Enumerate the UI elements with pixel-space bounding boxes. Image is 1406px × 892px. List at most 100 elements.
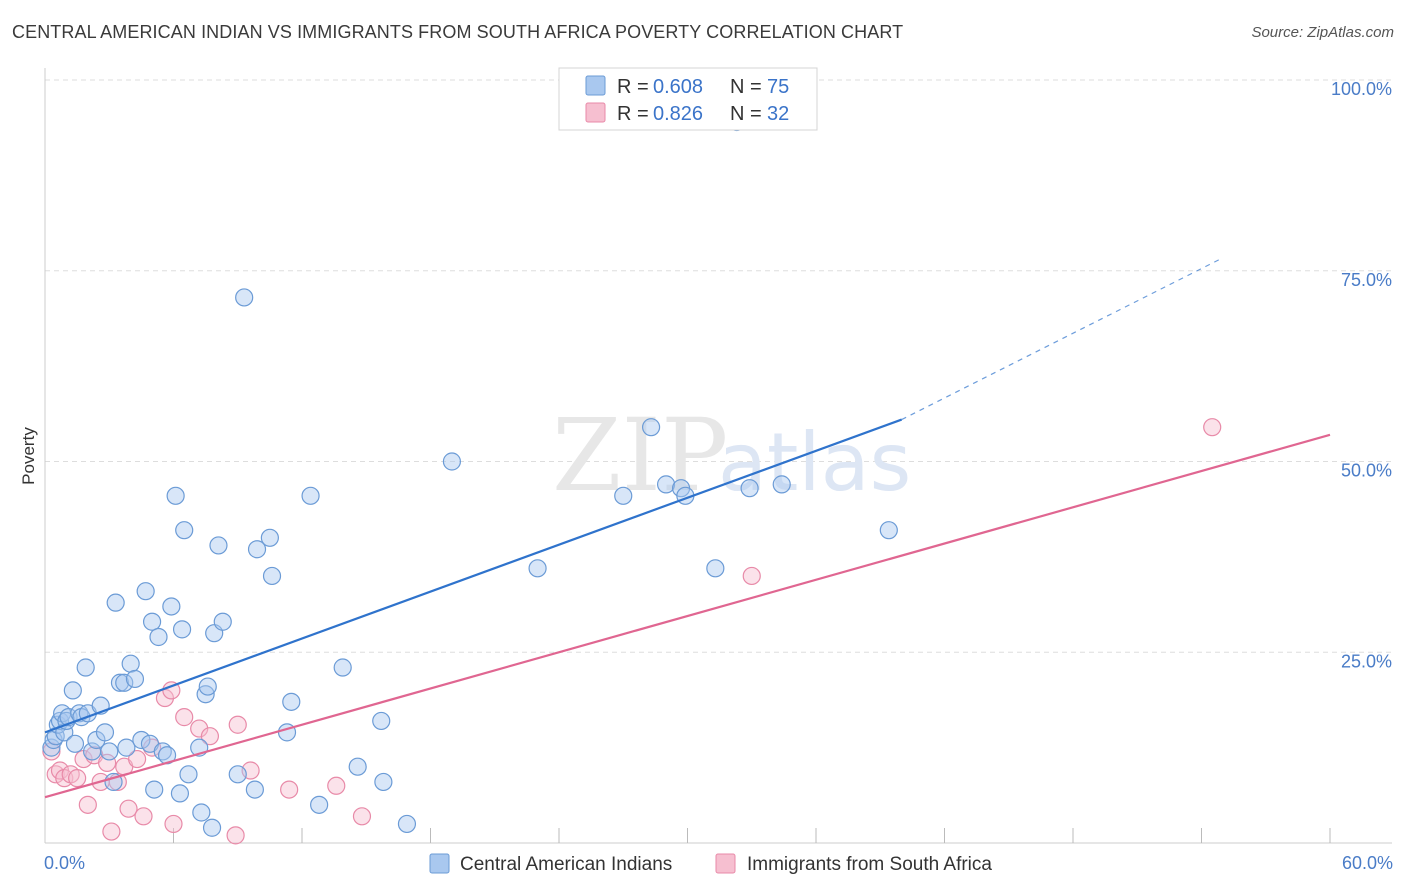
watermark-zip: ZIP bbox=[552, 397, 728, 514]
data-point-central-american-indians bbox=[132, 730, 151, 750]
data-point-central-american-indians bbox=[372, 711, 391, 731]
data-point-central-american-indians bbox=[63, 681, 82, 700]
data-point-central-american-indians bbox=[740, 479, 759, 498]
data-point-central-american-indians bbox=[213, 612, 232, 631]
data-point-central-american-indians bbox=[125, 669, 145, 689]
data-point-central-american-indians bbox=[209, 536, 228, 555]
bottom-legend-swatch-central-american-indians bbox=[429, 853, 450, 874]
series-central-american-indians-points bbox=[42, 112, 898, 837]
watermark-atlas: atlas bbox=[718, 416, 911, 509]
data-point-immigrants-from-south-africa bbox=[134, 807, 153, 826]
data-point-central-american-indians bbox=[198, 677, 217, 696]
trend-line-immigrants-from-south-africa bbox=[44, 433, 1331, 799]
data-point-central-american-indians bbox=[772, 475, 791, 494]
data-point-immigrants-from-south-africa bbox=[68, 769, 87, 788]
data-point-immigrants-from-south-africa bbox=[127, 749, 147, 769]
data-point-central-american-indians bbox=[76, 658, 95, 677]
data-point-central-american-indians bbox=[106, 593, 125, 612]
data-point-central-american-indians bbox=[179, 765, 198, 784]
data-point-immigrants-from-south-africa bbox=[742, 566, 761, 586]
data-point-central-american-indians bbox=[235, 288, 254, 307]
data-point-central-american-indians bbox=[228, 765, 247, 784]
data-point-central-american-indians bbox=[247, 540, 267, 559]
bottom-legend-label-central-american-indians: Central American Indians bbox=[460, 854, 672, 875]
legend-r-label-2: R = bbox=[617, 103, 649, 125]
data-point-immigrants-from-south-africa bbox=[352, 807, 372, 826]
data-point-central-american-indians bbox=[170, 784, 190, 803]
data-point-immigrants-from-south-africa bbox=[78, 795, 97, 814]
x-tick-label: 60.0% bbox=[1342, 853, 1393, 873]
data-point-immigrants-from-south-africa bbox=[102, 822, 121, 841]
chart-title: CENTRAL AMERICAN INDIAN VS IMMIGRANTS FR… bbox=[12, 22, 904, 42]
data-point-central-american-indians bbox=[192, 803, 211, 822]
data-point-central-american-indians bbox=[136, 582, 155, 601]
legend-n-value-2: 32 bbox=[767, 103, 789, 125]
data-point-central-american-indians bbox=[65, 734, 85, 753]
data-point-central-american-indians bbox=[442, 452, 462, 471]
data-point-central-american-indians bbox=[121, 654, 140, 673]
data-point-central-american-indians bbox=[162, 597, 181, 616]
data-point-central-american-indians bbox=[202, 818, 222, 837]
y-tick-label: 100.0% bbox=[1331, 79, 1392, 99]
data-point-central-american-indians bbox=[641, 418, 661, 437]
data-point-central-american-indians bbox=[879, 521, 898, 540]
watermark: ZIP atlas bbox=[552, 397, 911, 514]
data-point-central-american-indians bbox=[656, 475, 676, 494]
legend-r-value-2: 0.826 bbox=[653, 103, 703, 125]
data-point-central-american-indians bbox=[397, 814, 417, 834]
data-point-central-american-indians bbox=[614, 486, 633, 505]
data-point-central-american-indians bbox=[149, 627, 168, 647]
data-point-central-american-indians bbox=[528, 559, 547, 578]
y-axis-title: Poverty bbox=[19, 427, 38, 485]
data-point-central-american-indians bbox=[374, 772, 393, 792]
trend-line-extension-central-american-indians bbox=[901, 257, 1224, 421]
data-point-immigrants-from-south-africa bbox=[175, 708, 194, 727]
legend-r-value-1: 0.608 bbox=[653, 76, 703, 98]
data-point-immigrants-from-south-africa bbox=[164, 814, 183, 834]
legend-swatch-immigrants-from-south-africa bbox=[585, 102, 606, 123]
data-point-central-american-indians bbox=[166, 486, 185, 505]
x-tick-label: 0.0% bbox=[44, 853, 85, 873]
y-tick-label: 50.0% bbox=[1341, 461, 1392, 481]
y-tick-labels: 25.0% 50.0% 75.0% 100.0% bbox=[1331, 79, 1392, 671]
data-point-central-american-indians bbox=[115, 673, 134, 692]
bottom-legend-swatch-immigrants-from-south-africa bbox=[715, 853, 736, 874]
data-point-central-american-indians bbox=[117, 738, 136, 757]
legend-n-label-2: N = bbox=[730, 103, 762, 125]
data-point-central-american-indians bbox=[175, 521, 194, 540]
data-point-central-american-indians bbox=[310, 795, 329, 814]
legend-n-label-1: N = bbox=[730, 76, 762, 98]
data-point-central-american-indians bbox=[706, 559, 725, 578]
data-point-immigrants-from-south-africa bbox=[280, 780, 299, 799]
data-point-central-american-indians bbox=[100, 742, 119, 761]
legend-r-label-1: R = bbox=[617, 76, 649, 98]
stats-legend: R = 0.608 N = 75 R = 0.826 N = 32 bbox=[558, 67, 818, 131]
data-point-central-american-indians bbox=[348, 757, 367, 776]
trend-lines bbox=[44, 257, 1331, 799]
data-point-central-american-indians bbox=[282, 692, 301, 711]
data-point-immigrants-from-south-africa bbox=[98, 753, 117, 772]
series-legend: Central American Indians Immigrants from… bbox=[429, 853, 992, 875]
data-point-central-american-indians bbox=[172, 620, 192, 639]
data-point-central-american-indians bbox=[333, 658, 352, 677]
x-tick-labels: 0.0% 60.0% bbox=[44, 853, 1393, 873]
data-point-immigrants-from-south-africa bbox=[119, 799, 138, 818]
data-point-immigrants-from-south-africa bbox=[327, 776, 346, 795]
data-point-immigrants-from-south-africa bbox=[200, 727, 220, 746]
data-point-central-american-indians bbox=[110, 673, 130, 692]
data-point-central-american-indians bbox=[95, 723, 115, 742]
legend-swatch-central-american-indians bbox=[585, 75, 606, 96]
data-point-central-american-indians bbox=[260, 528, 279, 547]
data-point-immigrants-from-south-africa bbox=[226, 826, 245, 845]
source-label: Source: ZipAtlas.com bbox=[1251, 24, 1394, 41]
y-tick-label: 25.0% bbox=[1341, 651, 1392, 671]
data-point-immigrants-from-south-africa bbox=[228, 715, 247, 734]
legend-n-value-1: 75 bbox=[767, 76, 789, 98]
data-point-central-american-indians bbox=[262, 566, 282, 586]
data-point-central-american-indians bbox=[145, 780, 164, 799]
data-point-immigrants-from-south-africa bbox=[1203, 418, 1222, 437]
bottom-legend-label-immigrants-from-south-africa: Immigrants from South Africa bbox=[747, 854, 992, 875]
data-point-central-american-indians bbox=[142, 612, 162, 631]
data-point-central-american-indians bbox=[245, 780, 264, 799]
